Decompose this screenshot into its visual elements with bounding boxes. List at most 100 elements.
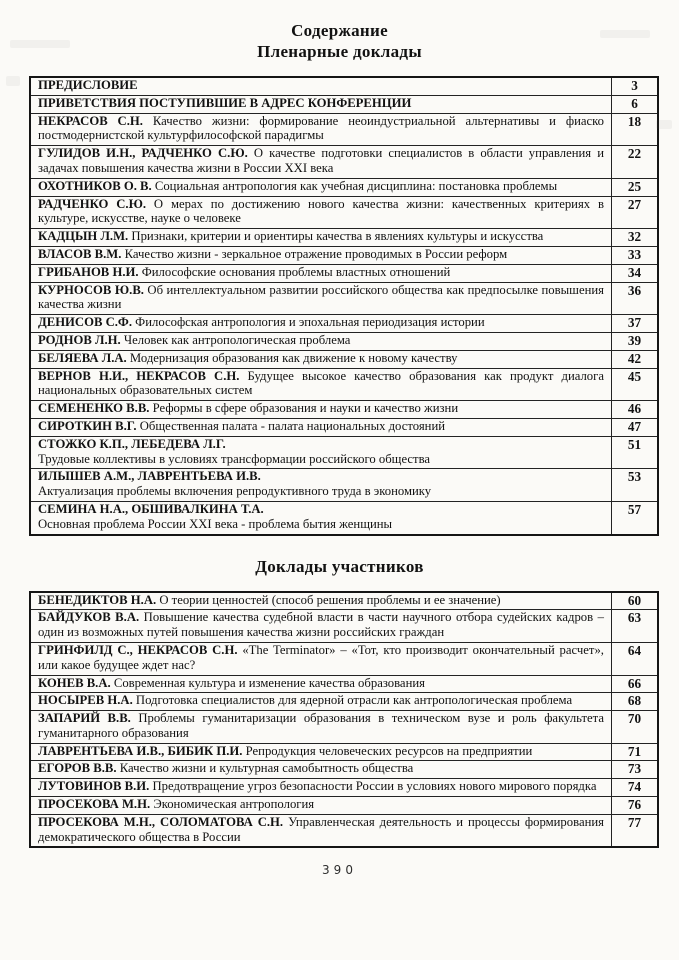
entry-page-number: 64: [611, 641, 659, 676]
entry-authors: НОСЫРЕВ Н.А.: [38, 693, 133, 708]
entry-authors: ГРИНФИЛД С., НЕКРАСОВ С.Н.: [38, 642, 238, 657]
toc-row: РОДНОВ Л.Н. Человек как антропологическа…: [29, 331, 659, 351]
entry-text: НОСЫРЕВ Н.А. Подготовка специалистов для…: [29, 692, 612, 712]
entry-text: ЗАПАРИЙ В.В. Проблемы гуманитаризации об…: [29, 710, 612, 744]
entry-page-number: 37: [611, 314, 659, 333]
toc-row: КУРНОСОВ Ю.В. Об интеллектуальном развит…: [29, 281, 659, 316]
entry-page-number: 76: [611, 796, 659, 815]
entry-page-number: 36: [611, 281, 659, 316]
entry-authors: ГРИБАНОВ Н.И.: [38, 264, 139, 279]
entry-text: ПРОСЕКОВА М.Н. Экономическая антропологи…: [29, 796, 612, 815]
toc-row: КАДЦЫН Л.М. Признаки, критерии и ориенти…: [29, 228, 659, 247]
toc-row: ПРОСЕКОВА М.Н. Экономическая антропологи…: [29, 796, 659, 815]
entry-page-number: 32: [611, 228, 659, 247]
toc-row: ЛАВРЕНТЬЕВА И.В., БИБИК П.И. Репродукция…: [29, 742, 659, 762]
entry-page-number: 47: [611, 417, 659, 437]
entry-text: ЛУТОВИНОВ В.И. Предотвращение угроз безо…: [29, 778, 612, 798]
entry-authors: ЗАПАРИЙ В.В.: [38, 711, 131, 726]
entry-text: ГУЛИДОВ И.Н., РАДЧЕНКО С.Ю. О качестве п…: [29, 145, 612, 179]
entry-page-number: 42: [611, 349, 659, 369]
toc-row: ГУЛИДОВ И.Н., РАДЧЕНКО С.Ю. О качестве п…: [29, 145, 659, 179]
entry-authors: СИРОТКИН В.Г.: [38, 418, 137, 433]
toc-row: СЕМЕНЕНКО В.В. Реформы в сфере образован…: [29, 400, 659, 419]
toc-row: ЗАПАРИЙ В.В. Проблемы гуманитаризации об…: [29, 710, 659, 744]
entry-authors: СЕМЕНЕНКО В.В.: [38, 401, 150, 416]
entry-authors: ВЕРНОВ Н.И., НЕКРАСОВ С.Н.: [38, 368, 240, 383]
entry-text: ГРИБАНОВ Н.И. Философские основания проб…: [29, 263, 612, 283]
entry-authors: ЕГОРОВ В.В.: [38, 761, 117, 776]
entry-authors: ЛУТОВИНОВ В.И.: [38, 779, 150, 794]
toc-row: ДЕНИСОВ С.Ф. Философская антропология и …: [29, 314, 659, 333]
toc-row: ВЕРНОВ Н.И., НЕКРАСОВ С.Н. Будущее высок…: [29, 367, 659, 402]
entry-page-number: 45: [611, 367, 659, 402]
entry-authors: РОДНОВ Л.Н.: [38, 332, 121, 347]
toc-row: ЕГОРОВ В.В. Качество жизни и культурная …: [29, 760, 659, 780]
entry-page-number: 71: [611, 742, 659, 762]
entry-text: КОНЕВ В.А. Современная культура и измене…: [29, 674, 612, 694]
entry-text: РОДНОВ Л.Н. Человек как антропологическа…: [29, 331, 612, 351]
entry-text: ЕГОРОВ В.В. Качество жизни и культурная …: [29, 760, 612, 780]
entry-text: БАЙДУКОВ В.А. Повышение качества судебно…: [29, 609, 612, 643]
entry-page-number: 66: [611, 674, 659, 694]
entry-text: ЛАВРЕНТЬЕВА И.В., БИБИК П.И. Репродукция…: [29, 742, 612, 762]
toc-row: ПРИВЕТСТВИЯ ПОСТУПИВШИЕ В АДРЕС КОНФЕРЕН…: [29, 94, 659, 114]
entry-authors: ПРОСЕКОВА М.Н., СОЛОМАТОВА С.Н.: [38, 814, 284, 829]
entry-page-number: 3: [611, 76, 659, 96]
entry-page-number: 18: [611, 112, 659, 147]
entry-authors: ПРЕДИСЛОВИЕ: [38, 78, 138, 92]
toc-row: ИЛЫШЕВ А.М., ЛАВРЕНТЬЕВА И.В. Актуализаци…: [29, 468, 659, 502]
toc-row: БЕНЕДИКТОВ Н.А. О теории ценностей (спос…: [29, 591, 659, 611]
entry-text: НЕКРАСОВ С.Н. Качество жизни: формирован…: [29, 112, 612, 147]
entry-page-number: 22: [611, 145, 659, 179]
entry-page-number: 68: [611, 692, 659, 712]
entry-authors: РАДЧЕНКО С.Ю.: [38, 196, 147, 211]
toc-row: БЕЛЯЕВА Л.А. Модернизация образования ка…: [29, 349, 659, 369]
entry-text: ПРИВЕТСТВИЯ ПОСТУПИВШИЕ В АДРЕС КОНФЕРЕН…: [29, 94, 612, 114]
entry-page-number: 70: [611, 710, 659, 744]
entry-text: ВЕРНОВ Н.И., НЕКРАСОВ С.Н. Будущее высок…: [29, 367, 612, 402]
entry-page-number: 25: [611, 177, 659, 197]
entry-text: КАДЦЫН Л.М. Признаки, критерии и ориенти…: [29, 228, 612, 247]
entry-page-number: 57: [611, 500, 659, 536]
entry-text: ГРИНФИЛД С., НЕКРАСОВ С.Н. «The Terminat…: [29, 641, 612, 676]
scan-artifact: [6, 76, 20, 86]
footer-page-number: 390: [322, 863, 357, 878]
toc-row: НЕКРАСОВ С.Н. Качество жизни: формирован…: [29, 112, 659, 147]
entry-authors: КОНЕВ В.А.: [38, 675, 111, 690]
entry-authors: БАЙДУКОВ В.А.: [38, 610, 140, 625]
entry-text: РАДЧЕНКО С.Ю. О мерах по достижению ново…: [29, 195, 612, 230]
entry-authors: КУРНОСОВ Ю.В.: [38, 282, 144, 297]
entry-text: БЕЛЯЕВА Л.А. Модернизация образования ка…: [29, 349, 612, 369]
entry-page-number: 39: [611, 331, 659, 351]
entry-text: КУРНОСОВ Ю.В. Об интеллектуальном развит…: [29, 281, 612, 316]
entry-authors: КАДЦЫН Л.М.: [38, 229, 129, 244]
toc-row: СИРОТКИН В.Г. Общественная палата - пала…: [29, 417, 659, 437]
entry-text: ИЛЫШЕВ А.М., ЛАВРЕНТЬЕВА И.В. Актуализаци…: [29, 468, 612, 502]
toc-row: НОСЫРЕВ Н.А. Подготовка специалистов для…: [29, 692, 659, 712]
entry-text: СИРОТКИН В.Г. Общественная палата - пала…: [29, 417, 612, 437]
toc-row: ЛУТОВИНОВ В.И. Предотвращение угроз безо…: [29, 778, 659, 798]
entry-authors: ВЛАСОВ В.М.: [38, 246, 122, 261]
entry-authors: СЕМИНА Н.А., ОБШИВАЛКИНА Т.А.: [38, 501, 264, 516]
toc-row: РАДЧЕНКО С.Ю. О мерах по достижению ново…: [29, 195, 659, 230]
entry-authors: ПРИВЕТСТВИЯ ПОСТУПИВШИЕ В АДРЕС КОНФЕРЕН…: [38, 95, 412, 110]
entry-text: БЕНЕДИКТОВ Н.А. О теории ценностей (спос…: [29, 591, 612, 611]
entry-page-number: 34: [611, 263, 659, 283]
entry-authors: ГУЛИДОВ И.Н., РАДЧЕНКО С.Ю.: [38, 146, 248, 161]
toc-row: СЕМИНА Н.А., ОБШИВАЛКИНА Т.А. Основная пр…: [29, 500, 659, 536]
entry-page-number: 51: [611, 435, 659, 470]
entry-text: ОХОТНИКОВ О. В. Социальная антропология …: [29, 177, 612, 197]
entry-authors: СТОЖКО К.П., ЛЕБЕДЕВА Л.Г.: [38, 436, 226, 451]
entry-page-number: 60: [611, 591, 659, 611]
toc-row: ГРИНФИЛД С., НЕКРАСОВ С.Н. «The Terminat…: [29, 641, 659, 676]
toc-row: ГРИБАНОВ Н.И. Философские основания проб…: [29, 263, 659, 283]
entry-page-number: 53: [611, 468, 659, 502]
entry-authors: ЛАВРЕНТЬЕВА И.В., БИБИК П.И.: [38, 743, 243, 758]
entry-page-number: 27: [611, 195, 659, 230]
toc-table-plenary: ПРЕДИСЛОВИЕ 3 ПРИВЕТСТВИЯ ПОСТУПИВШИЕ В АД…: [29, 76, 659, 536]
entry-page-number: 46: [611, 400, 659, 419]
toc-row: СТОЖКО К.П., ЛЕБЕДЕВА Л.Г. Трудовые колле…: [29, 435, 659, 470]
entry-authors: ПРОСЕКОВА М.Н.: [38, 797, 151, 812]
entry-page-number: 33: [611, 245, 659, 265]
toc-table-participants: БЕНЕДИКТОВ Н.А. О теории ценностей (спос…: [29, 590, 659, 849]
